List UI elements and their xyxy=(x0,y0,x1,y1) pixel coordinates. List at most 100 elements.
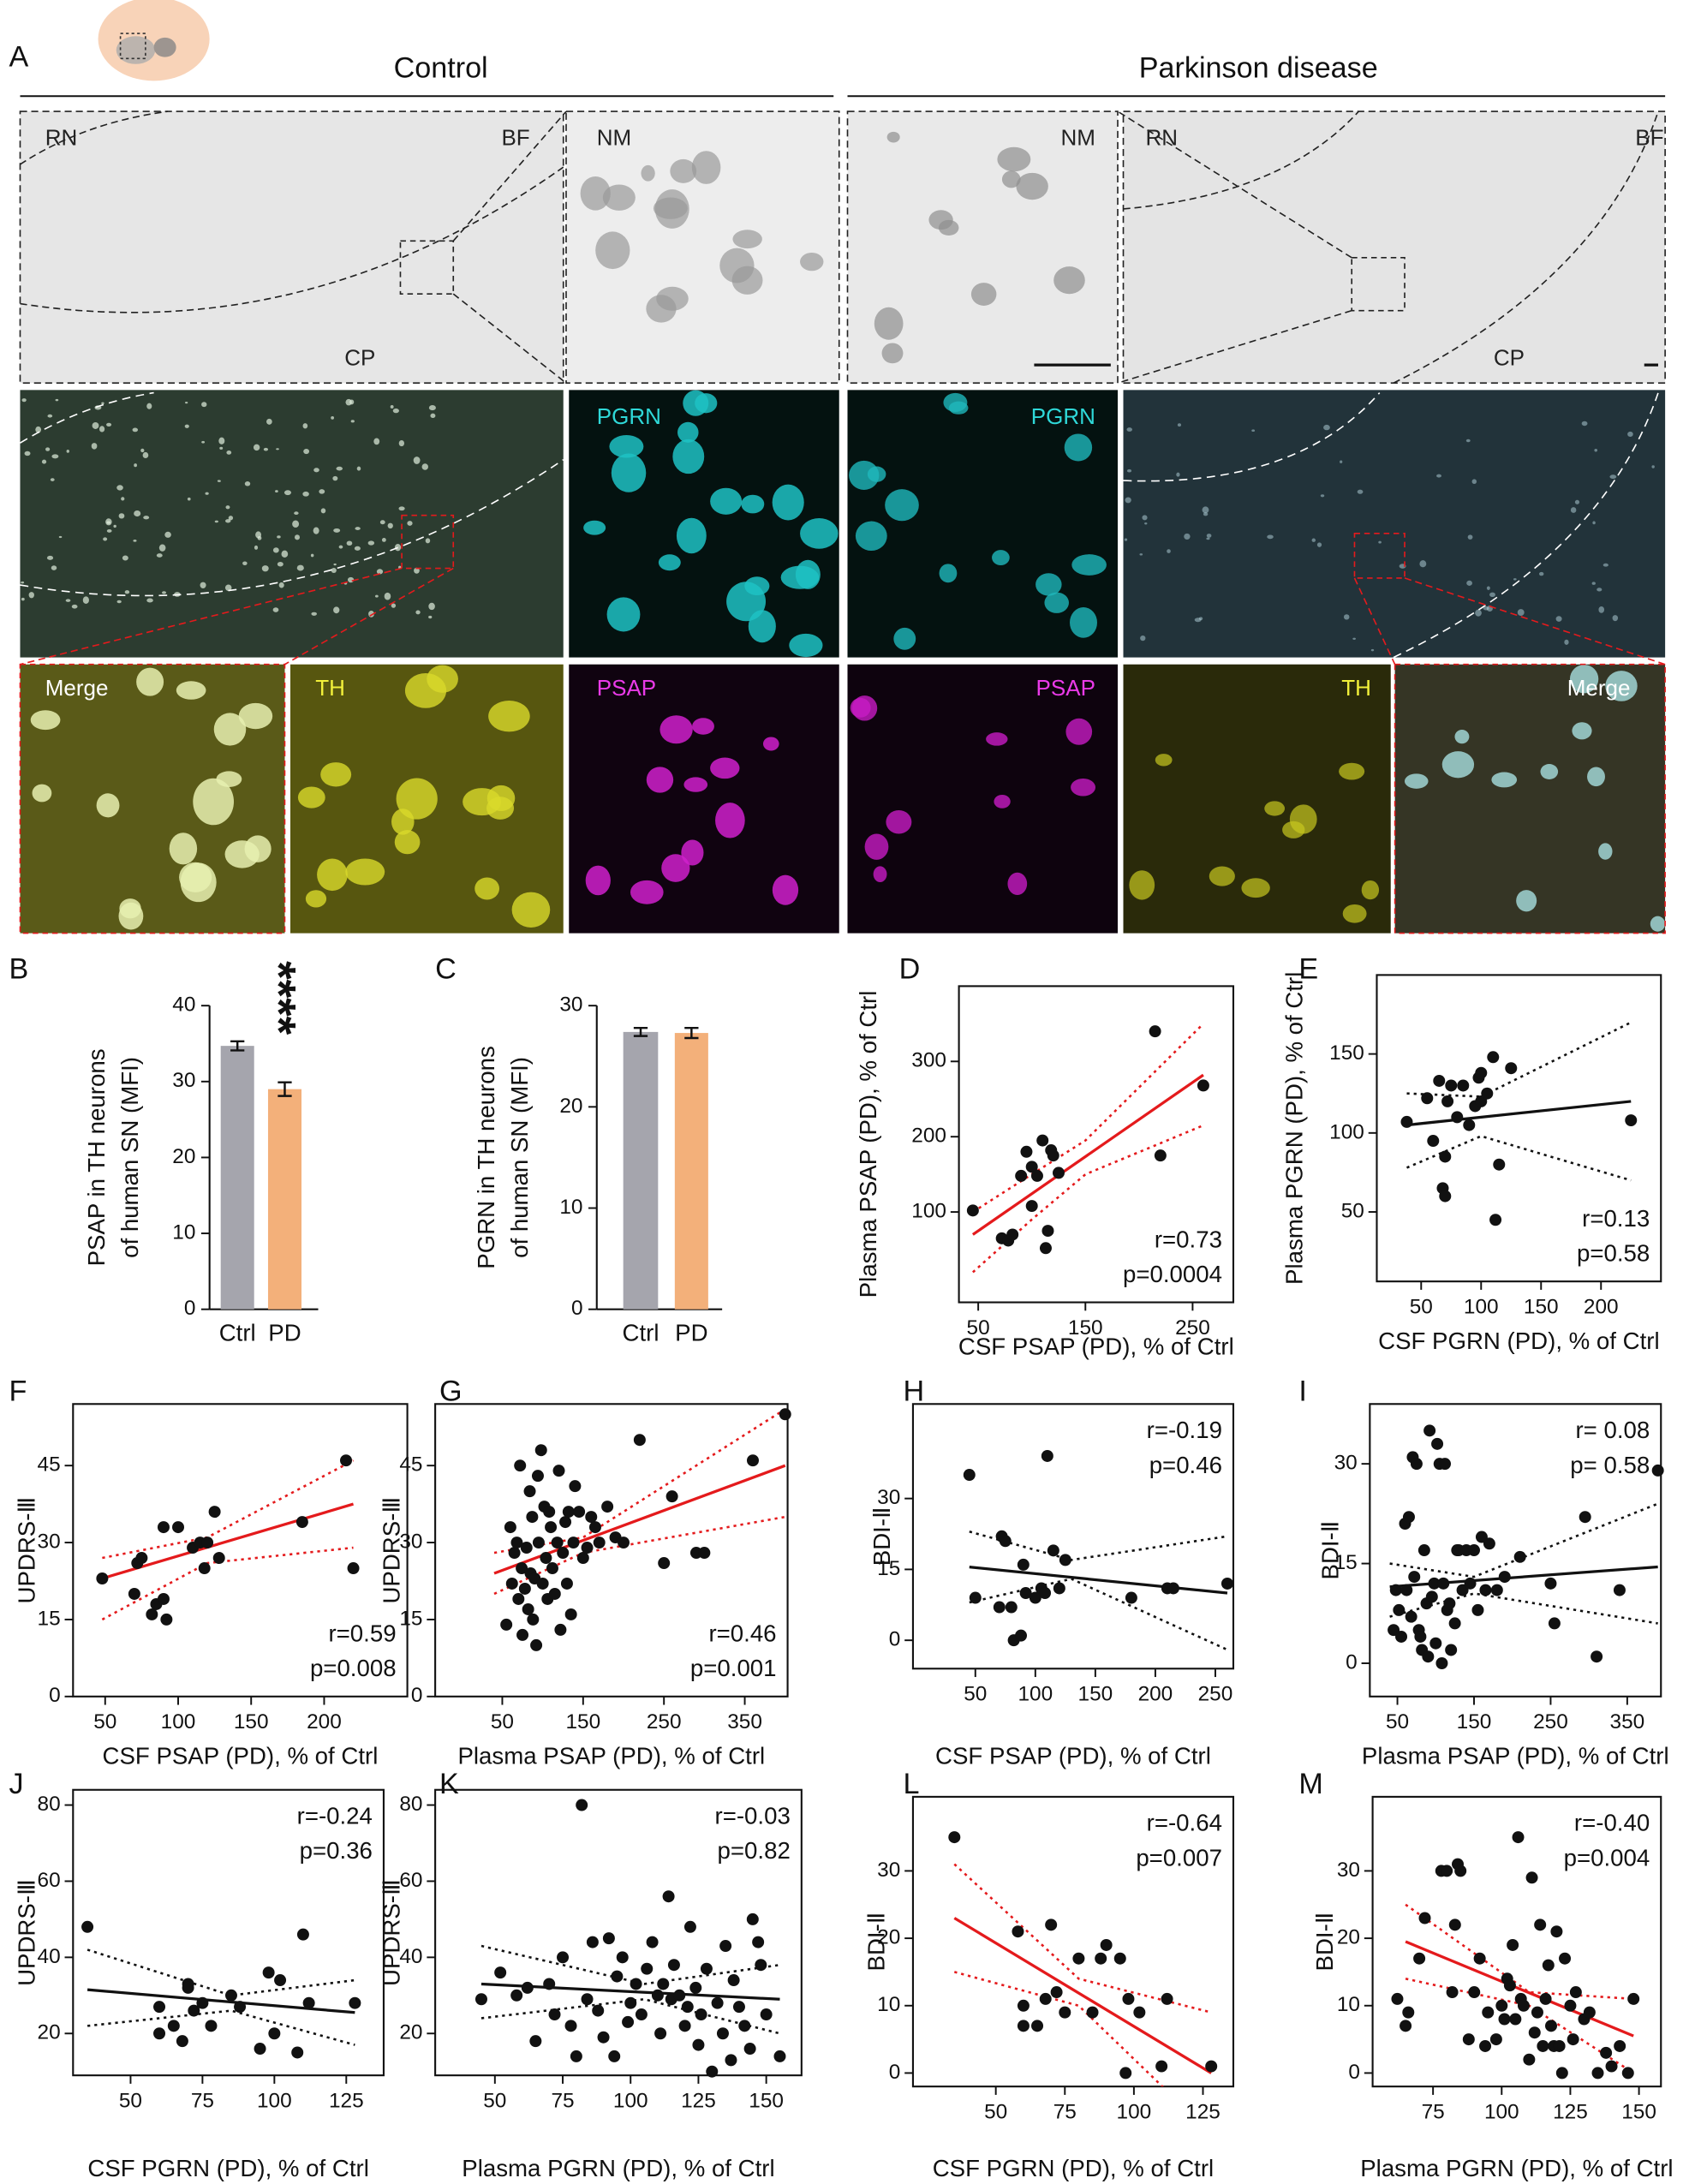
cell xyxy=(281,550,289,558)
data-point xyxy=(716,2027,729,2040)
data-point xyxy=(167,2020,180,2032)
cell xyxy=(428,615,433,619)
frame xyxy=(565,110,840,385)
image-label: BF xyxy=(1635,125,1663,151)
data-point xyxy=(752,1936,765,1948)
cell xyxy=(1343,614,1350,620)
stat-annotation: p=0.36 xyxy=(300,1837,373,1864)
data-point xyxy=(1221,1577,1233,1590)
cell xyxy=(320,762,352,787)
panel-letter: D xyxy=(899,953,921,986)
cell xyxy=(311,612,317,616)
y-tick-label: 15 xyxy=(38,1607,61,1630)
cell xyxy=(354,546,361,551)
cell xyxy=(1454,729,1470,744)
cell xyxy=(51,565,57,570)
cell xyxy=(58,535,63,539)
x-tick-label: 125 xyxy=(1553,2100,1588,2123)
error-bar xyxy=(633,1026,648,1037)
data-point xyxy=(504,1521,516,1534)
cell xyxy=(744,576,770,596)
cell xyxy=(283,490,292,496)
panel-letter: M xyxy=(1298,1768,1322,1800)
data-point xyxy=(1487,1051,1500,1064)
y-tick-label: 45 xyxy=(399,1453,422,1477)
data-point xyxy=(1490,1584,1503,1596)
y-tick-label: 0 xyxy=(889,2061,901,2084)
data-point xyxy=(526,1511,539,1524)
data-point xyxy=(725,2054,737,2067)
micrograph xyxy=(20,111,564,384)
stat-annotation: p=0.82 xyxy=(718,1837,791,1864)
group-title: Control xyxy=(394,51,488,84)
cell xyxy=(169,832,198,865)
data-point xyxy=(695,2008,707,2021)
cell xyxy=(748,610,776,643)
data-point xyxy=(234,2001,247,2014)
micrograph xyxy=(1394,664,1666,934)
micrograph xyxy=(847,111,1118,384)
cell xyxy=(772,484,804,521)
cell xyxy=(193,778,235,826)
cell xyxy=(1597,588,1602,592)
cell xyxy=(142,451,149,459)
cell xyxy=(180,862,217,903)
x-tick-label: 200 xyxy=(307,1710,342,1733)
cell xyxy=(242,561,248,566)
cell xyxy=(146,403,152,409)
cell xyxy=(1378,540,1382,544)
stat-annotation: r=0.73 xyxy=(1155,1226,1222,1252)
data-point xyxy=(1053,1582,1065,1595)
cell xyxy=(719,248,755,283)
data-point xyxy=(727,1974,740,1987)
data-point xyxy=(1591,2067,1604,2080)
cell xyxy=(355,527,361,530)
data-point xyxy=(552,1465,565,1477)
data-point xyxy=(681,2001,694,2014)
data-point xyxy=(1479,2039,1492,2052)
data-point xyxy=(1413,1952,1426,1965)
x-tick-label: 50 xyxy=(964,1683,987,1706)
cell xyxy=(333,563,337,566)
y-tick-label: 40 xyxy=(172,994,195,1017)
confidence-band xyxy=(1389,1502,1659,1578)
cell xyxy=(92,421,99,429)
data-point xyxy=(518,1582,531,1595)
data-point xyxy=(1482,2006,1495,2019)
y-axis-label: BDI-Ⅱ xyxy=(868,1507,895,1566)
cell xyxy=(1486,586,1490,590)
data-point xyxy=(254,2043,266,2056)
data-point xyxy=(1462,2033,1475,2046)
data-point xyxy=(128,1587,140,1600)
data-point xyxy=(678,2020,691,2032)
cell xyxy=(116,600,122,604)
region-outline xyxy=(20,110,168,165)
data-point xyxy=(1539,1992,1552,2005)
data-point xyxy=(505,1577,518,1590)
data-point xyxy=(1451,1111,1464,1124)
data-point xyxy=(616,1951,629,1964)
y-tick-label: 30 xyxy=(877,1486,900,1509)
data-point xyxy=(295,1516,308,1529)
cell xyxy=(303,448,310,455)
data-point xyxy=(1025,1161,1038,1173)
regression-line xyxy=(1405,1940,1634,2038)
data-point xyxy=(746,1912,759,1925)
cell xyxy=(692,718,714,735)
cell xyxy=(1370,648,1375,652)
fluorescence-row xyxy=(20,390,1666,658)
data-point xyxy=(1583,2006,1596,2019)
cell xyxy=(122,555,128,561)
bar xyxy=(674,1033,708,1310)
cell xyxy=(1209,866,1235,886)
icon-shape xyxy=(153,37,176,57)
cell xyxy=(294,534,301,540)
data-point xyxy=(531,1470,544,1483)
data-point xyxy=(1391,1992,1404,2005)
data-point xyxy=(1489,1214,1502,1226)
data-point xyxy=(135,1552,148,1565)
data-point xyxy=(1059,1554,1071,1566)
cell xyxy=(133,540,137,542)
data-point xyxy=(1017,1999,1030,2012)
cell xyxy=(413,456,421,464)
